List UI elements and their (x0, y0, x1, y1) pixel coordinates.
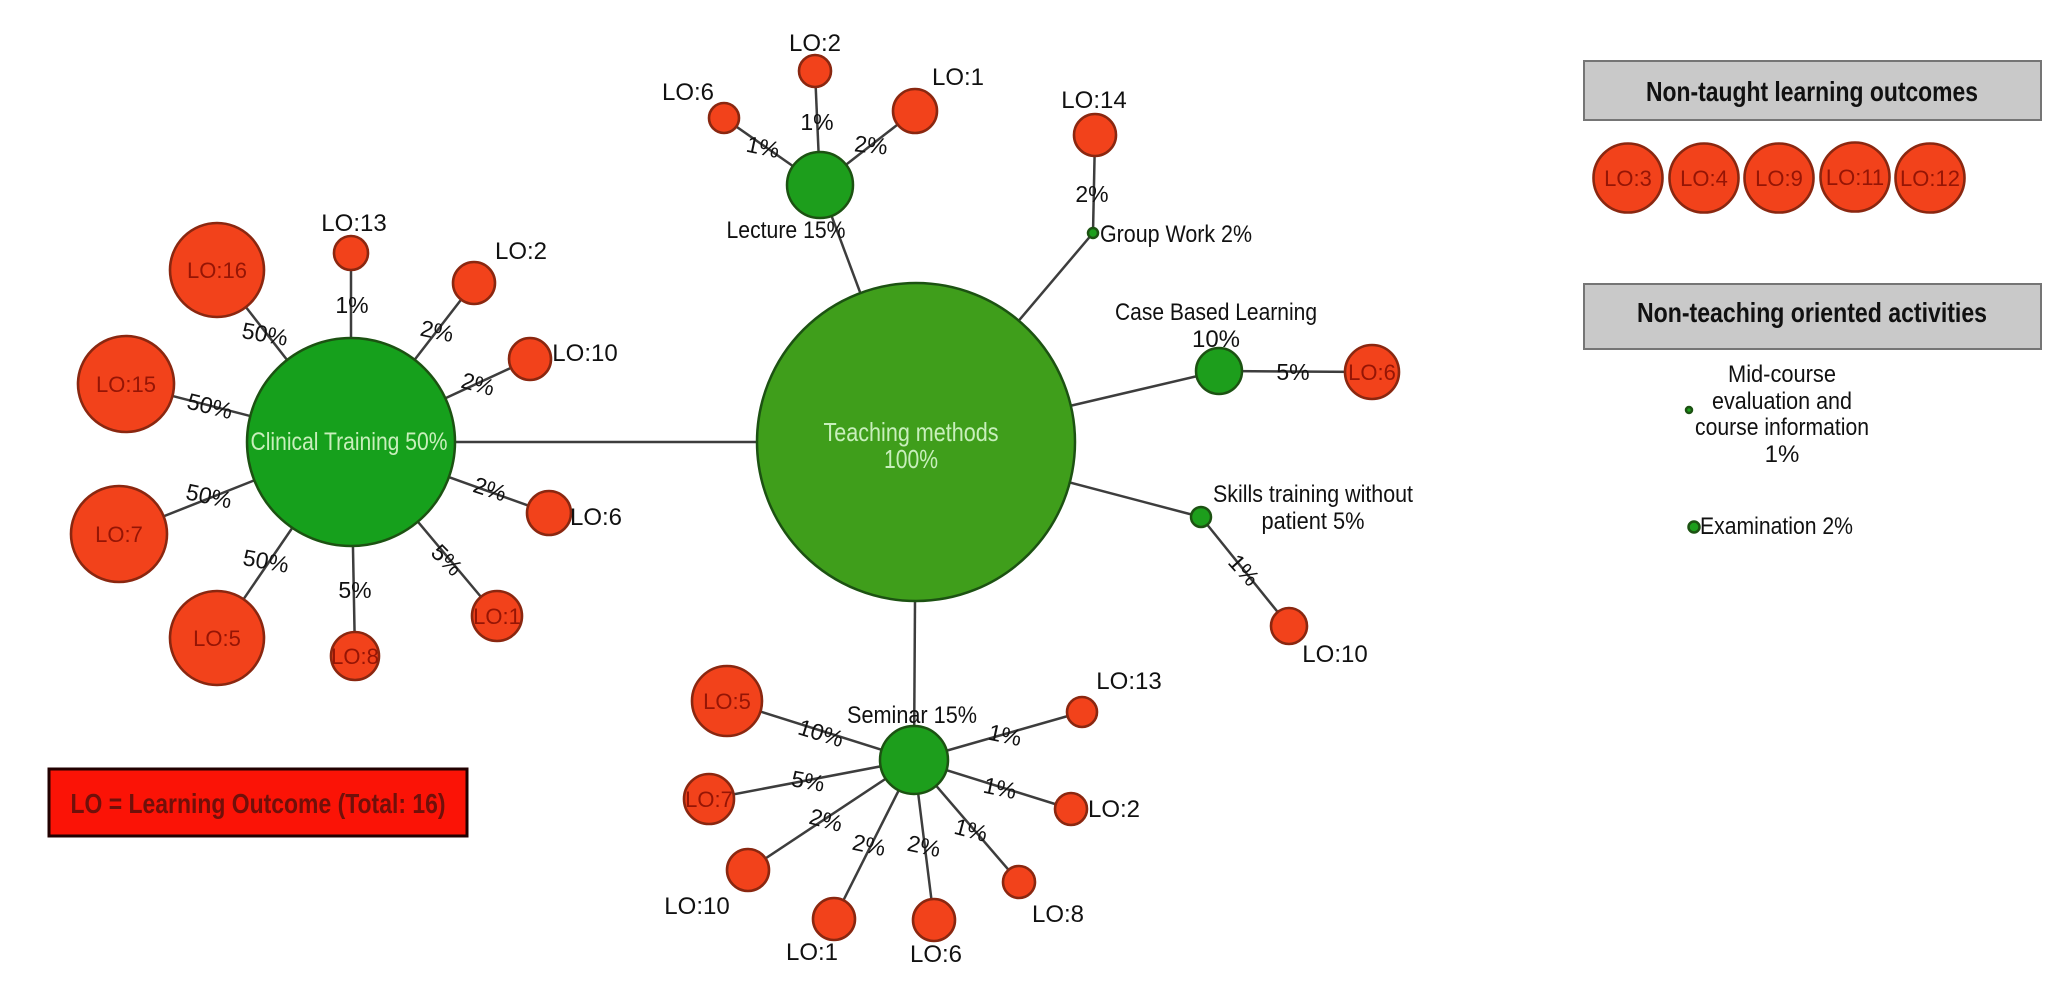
svg-text:LO:16: LO:16 (187, 258, 247, 283)
svg-text:5%: 5% (338, 577, 371, 603)
svg-text:10%: 10% (1192, 326, 1240, 353)
svg-text:LO:6: LO:6 (1348, 360, 1396, 385)
svg-text:LO:8: LO:8 (331, 644, 379, 669)
svg-text:Case Based Learning: Case Based Learning (1115, 299, 1317, 326)
svg-text:LO:13: LO:13 (321, 210, 386, 237)
svg-text:course information: course information (1695, 414, 1869, 441)
svg-text:LO:15: LO:15 (96, 372, 156, 397)
svg-text:Group Work 2%: Group Work 2% (1100, 221, 1252, 248)
svg-text:LO:10: LO:10 (664, 893, 729, 920)
svg-text:LO:11: LO:11 (1826, 165, 1884, 190)
svg-text:LO:13: LO:13 (1096, 668, 1161, 695)
svg-text:LO:7: LO:7 (685, 787, 733, 812)
svg-text:Non-taught learning outcomes: Non-taught learning outcomes (1646, 76, 1978, 107)
svg-text:2%: 2% (1075, 181, 1108, 207)
svg-text:LO:1: LO:1 (786, 939, 838, 966)
svg-text:LO:5: LO:5 (703, 689, 751, 714)
svg-text:Clinical Training 50%: Clinical Training 50% (251, 428, 448, 456)
svg-text:LO:4: LO:4 (1680, 166, 1728, 191)
svg-text:5%: 5% (1276, 359, 1309, 385)
svg-text:100%: 100% (884, 444, 938, 474)
svg-text:LO:8: LO:8 (1032, 901, 1084, 928)
svg-text:Seminar 15%: Seminar 15% (847, 702, 977, 729)
svg-text:LO = Learning Outcome (Total:: LO = Learning Outcome (Total: 16) (71, 788, 446, 819)
svg-text:5%: 5% (789, 765, 826, 796)
svg-text:LO:9: LO:9 (1755, 166, 1803, 191)
svg-text:patient 5%: patient 5% (1262, 508, 1365, 535)
svg-text:1%: 1% (335, 292, 368, 318)
svg-text:Lecture 15%: Lecture 15% (727, 217, 846, 244)
svg-text:LO:3: LO:3 (1604, 166, 1652, 191)
svg-text:LO:1: LO:1 (473, 604, 521, 629)
svg-text:LO:6: LO:6 (570, 504, 622, 531)
svg-text:LO:10: LO:10 (552, 340, 617, 367)
svg-text:1%: 1% (800, 109, 833, 135)
svg-text:1%: 1% (1765, 441, 1800, 468)
svg-text:LO:14: LO:14 (1061, 87, 1126, 114)
svg-text:LO:10: LO:10 (1302, 641, 1367, 668)
svg-text:LO:12: LO:12 (1900, 166, 1960, 191)
svg-text:LO:1: LO:1 (932, 64, 984, 91)
svg-text:LO:2: LO:2 (495, 238, 547, 265)
svg-text:LO:2: LO:2 (789, 30, 841, 57)
svg-text:LO:6: LO:6 (662, 79, 714, 106)
svg-text:2%: 2% (853, 130, 889, 159)
svg-text:LO:7: LO:7 (95, 522, 143, 547)
svg-text:Skills training without: Skills training without (1213, 481, 1413, 508)
svg-text:LO:2: LO:2 (1088, 796, 1140, 823)
svg-text:evaluation and: evaluation and (1712, 388, 1852, 415)
svg-text:Mid-course: Mid-course (1728, 361, 1836, 388)
svg-text:Examination 2%: Examination 2% (1700, 513, 1853, 540)
svg-text:Non-teaching oriented activiti: Non-teaching oriented activities (1637, 297, 1987, 328)
svg-text:LO:5: LO:5 (193, 626, 241, 651)
svg-text:LO:6: LO:6 (910, 941, 962, 968)
svg-text:Teaching methods: Teaching methods (824, 417, 999, 447)
